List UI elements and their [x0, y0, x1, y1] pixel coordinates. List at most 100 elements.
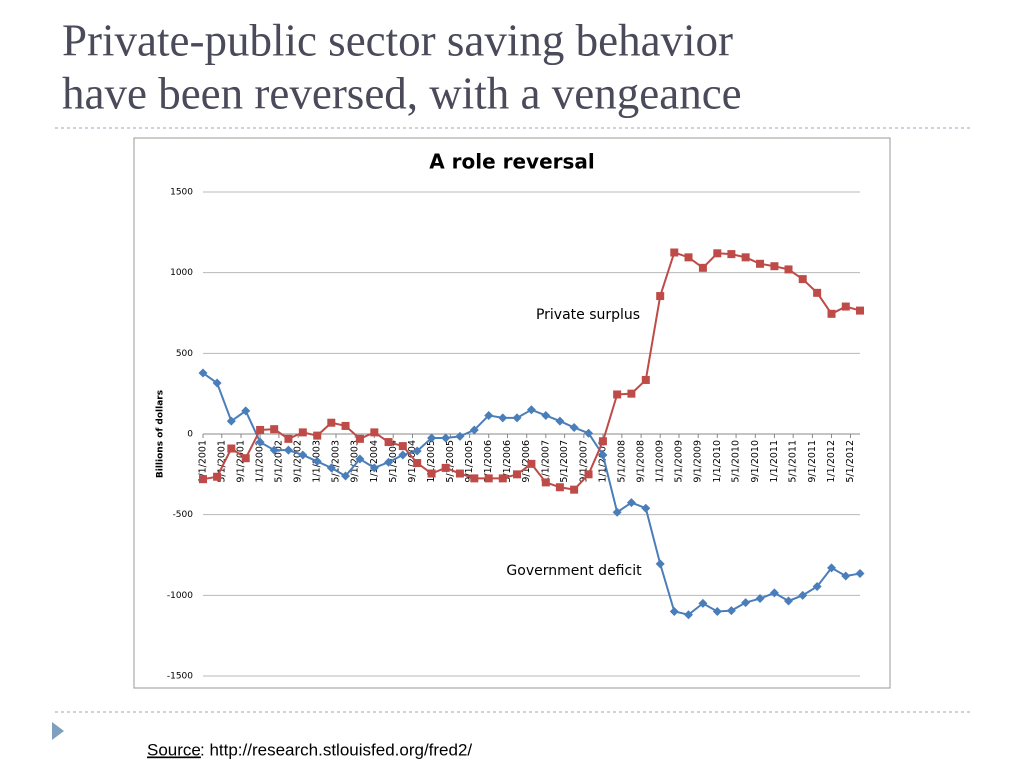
marker: [484, 410, 494, 420]
x-tick-label: 1/1/2007: [540, 440, 551, 483]
x-tick-label: 5/1/2005: [445, 440, 456, 483]
slide-title: Private-public sector saving behavior: [62, 15, 733, 65]
marker: [227, 444, 236, 453]
marker: [684, 253, 693, 262]
y-tick-label: 1000: [170, 268, 193, 278]
marker: [341, 471, 351, 481]
slide-title: have been reversed, with a vengeance: [62, 68, 742, 118]
marker: [627, 389, 636, 398]
marker: [298, 450, 308, 460]
marker: [326, 463, 336, 473]
marker: [855, 569, 865, 579]
marker: [727, 250, 736, 259]
y-axis-label: Billions of dollars: [156, 390, 166, 478]
x-tick-label: 1/1/2006: [483, 440, 494, 483]
marker: [841, 302, 850, 311]
marker: [756, 259, 765, 268]
bullet: [52, 722, 64, 740]
marker: [384, 438, 393, 447]
x-tick-label: 5/1/2012: [845, 440, 856, 483]
annotation: Government deficit: [506, 563, 642, 579]
marker: [541, 410, 551, 420]
chart-title: A role reversal: [429, 150, 595, 174]
x-tick-label: 5/1/2004: [388, 440, 399, 483]
marker: [455, 431, 465, 441]
marker: [783, 596, 793, 606]
marker: [441, 433, 451, 443]
marker: [641, 375, 650, 384]
marker: [512, 413, 522, 423]
marker: [213, 472, 222, 481]
y-tick-label: -1500: [167, 672, 193, 682]
marker: [298, 428, 307, 437]
marker: [598, 450, 608, 460]
marker: [255, 437, 265, 447]
x-tick-label: 9/1/2002: [293, 440, 304, 483]
x-tick-label: 5/1/2009: [673, 440, 684, 483]
marker: [226, 416, 236, 426]
marker: [413, 459, 422, 468]
y-tick-label: 0: [187, 430, 193, 440]
source-text: : http://research.stlouisfed.org/fred2/: [200, 740, 472, 759]
marker: [369, 463, 379, 473]
source-label: Source: [147, 740, 201, 759]
marker: [626, 498, 636, 508]
y-tick-label: -500: [173, 510, 194, 520]
x-tick-label: 5/1/2001: [216, 440, 227, 483]
marker: [526, 405, 536, 415]
marker: [641, 503, 651, 513]
marker: [669, 606, 679, 616]
marker: [584, 428, 594, 438]
x-tick-label: 9/1/2009: [693, 440, 704, 483]
annotation: Private surplus: [536, 307, 640, 323]
marker: [698, 598, 708, 608]
x-tick-label: 1/1/2008: [597, 440, 608, 483]
marker: [569, 423, 579, 433]
x-tick-label: 1/1/2002: [255, 440, 266, 483]
marker: [784, 265, 793, 274]
x-tick-label: 5/1/2008: [616, 440, 627, 483]
x-tick-label: 9/1/2008: [636, 440, 647, 483]
marker: [469, 425, 479, 435]
x-tick-label: 1/1/2012: [826, 440, 837, 483]
x-tick-label: 5/1/2010: [731, 440, 742, 483]
y-tick-label: 500: [176, 349, 193, 359]
marker: [598, 437, 607, 446]
x-tick-label: 1/1/2010: [712, 440, 723, 483]
marker: [498, 474, 507, 483]
marker: [284, 434, 293, 443]
marker: [270, 425, 279, 434]
x-tick-label: 1/1/2001: [198, 440, 209, 483]
marker: [199, 475, 207, 484]
marker: [812, 581, 822, 591]
x-tick-label: 9/1/2003: [350, 440, 361, 483]
marker: [256, 425, 265, 434]
marker: [269, 445, 279, 455]
marker: [527, 459, 536, 468]
marker: [712, 606, 722, 616]
marker: [827, 563, 837, 573]
marker: [726, 606, 736, 616]
marker: [656, 292, 665, 301]
x-tick-label: 9/1/2005: [464, 440, 475, 483]
x-tick-label: 1/1/2004: [369, 440, 380, 483]
marker: [484, 474, 493, 483]
marker: [541, 478, 550, 487]
x-tick-label: 1/1/2009: [655, 440, 666, 483]
marker: [313, 431, 322, 440]
x-tick-label: 5/1/2002: [273, 440, 284, 483]
marker: [198, 368, 208, 378]
marker: [241, 454, 250, 463]
marker: [212, 378, 222, 388]
x-tick-label: 9/1/2001: [236, 440, 247, 483]
marker: [555, 483, 564, 492]
x-tick-label: 5/1/2007: [559, 440, 570, 483]
y-tick-label: 1500: [170, 188, 193, 198]
marker: [327, 418, 336, 427]
x-tick-label: 1/1/2011: [769, 440, 780, 483]
marker: [655, 559, 665, 569]
marker: [584, 470, 593, 479]
marker: [813, 288, 822, 297]
marker: [312, 456, 322, 466]
marker: [741, 598, 751, 608]
